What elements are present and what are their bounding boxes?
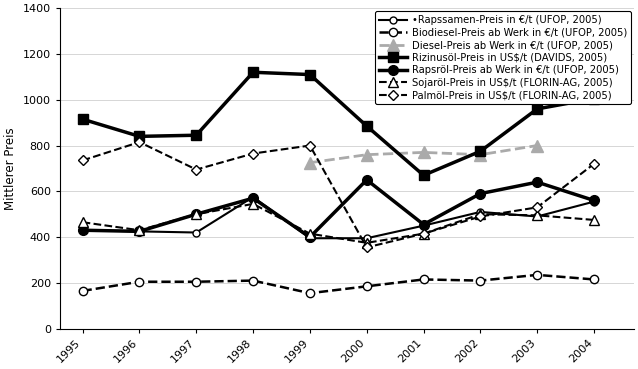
Y-axis label: Mittlerer Preis: Mittlerer Preis (4, 127, 17, 210)
•Rapssamen-Preis in €/t (UFOP, 2005) (249, 195, 257, 199)
Rapsröl-Preis ab Werk in €/t (UFOP, 2005) (533, 180, 541, 184)
Sojaröl-Preis in US$/t (FLORIN-AG, 2005) (78, 220, 86, 224)
•Rapssamen-Preis in €/t (UFOP, 2005) (136, 229, 144, 234)
•Rapssamen-Preis in €/t (UFOP, 2005) (193, 230, 200, 235)
Palmöl-Preis in US$/t (FLORIN-AG, 2005) (78, 158, 86, 163)
Rapsröl-Preis ab Werk in €/t (UFOP, 2005) (136, 229, 144, 234)
Palmöl-Preis in US$/t (FLORIN-AG, 2005) (249, 151, 257, 156)
Palmöl-Preis in US$/t (FLORIN-AG, 2005) (420, 231, 427, 236)
Sojaröl-Preis in US$/t (FLORIN-AG, 2005) (533, 213, 541, 218)
Line: Palmöl-Preis in US$/t (FLORIN-AG, 2005): Palmöl-Preis in US$/t (FLORIN-AG, 2005) (79, 139, 598, 251)
•Rapssamen-Preis in €/t (UFOP, 2005) (590, 199, 598, 204)
Rapsröl-Preis ab Werk in €/t (UFOP, 2005) (249, 196, 257, 200)
Rizinusöl-Preis in US$/t (DAVIDS, 2005) (193, 133, 200, 137)
Sojaröl-Preis in US$/t (FLORIN-AG, 2005) (420, 231, 427, 236)
Rizinusöl-Preis in US$/t (DAVIDS, 2005) (249, 70, 257, 75)
Sojaröl-Preis in US$/t (FLORIN-AG, 2005) (249, 202, 257, 206)
Line: Rizinusöl-Preis in US$/t (DAVIDS, 2005): Rizinusöl-Preis in US$/t (DAVIDS, 2005) (78, 68, 599, 180)
Sojaröl-Preis in US$/t (FLORIN-AG, 2005) (136, 228, 144, 232)
Rapsröl-Preis ab Werk in €/t (UFOP, 2005) (420, 222, 427, 227)
Biodiesel-Preis ab Werk in €/t (UFOP, 2005) (420, 277, 427, 282)
Biodiesel-Preis ab Werk in €/t (UFOP, 2005) (193, 280, 200, 284)
Palmöl-Preis in US$/t (FLORIN-AG, 2005) (193, 168, 200, 172)
Diesel-Preis ab Werk in €/t (UFOP, 2005) (477, 152, 484, 157)
•Rapssamen-Preis in €/t (UFOP, 2005) (363, 236, 371, 241)
Rapsröl-Preis ab Werk in €/t (UFOP, 2005) (193, 212, 200, 217)
Biodiesel-Preis ab Werk in €/t (UFOP, 2005) (533, 273, 541, 277)
Palmöl-Preis in US$/t (FLORIN-AG, 2005) (136, 140, 144, 144)
Sojaröl-Preis in US$/t (FLORIN-AG, 2005) (193, 212, 200, 217)
Line: •Rapssamen-Preis in €/t (UFOP, 2005): •Rapssamen-Preis in €/t (UFOP, 2005) (79, 194, 598, 242)
•Rapssamen-Preis in €/t (UFOP, 2005) (477, 210, 484, 214)
Biodiesel-Preis ab Werk in €/t (UFOP, 2005) (477, 278, 484, 283)
Palmöl-Preis in US$/t (FLORIN-AG, 2005) (533, 205, 541, 210)
Rapsröl-Preis ab Werk in €/t (UFOP, 2005) (306, 235, 314, 239)
Biodiesel-Preis ab Werk in €/t (UFOP, 2005) (136, 280, 144, 284)
Rizinusöl-Preis in US$/t (DAVIDS, 2005) (136, 134, 144, 139)
Biodiesel-Preis ab Werk in €/t (UFOP, 2005) (78, 289, 86, 293)
Rapsröl-Preis ab Werk in €/t (UFOP, 2005) (78, 228, 86, 232)
•Rapssamen-Preis in €/t (UFOP, 2005) (78, 228, 86, 232)
•Rapssamen-Preis in €/t (UFOP, 2005) (533, 214, 541, 219)
Palmöl-Preis in US$/t (FLORIN-AG, 2005) (590, 162, 598, 166)
Rizinusöl-Preis in US$/t (DAVIDS, 2005) (306, 72, 314, 77)
Biodiesel-Preis ab Werk in €/t (UFOP, 2005) (363, 284, 371, 289)
Diesel-Preis ab Werk in €/t (UFOP, 2005) (533, 143, 541, 148)
Rizinusöl-Preis in US$/t (DAVIDS, 2005) (590, 96, 598, 101)
Rizinusöl-Preis in US$/t (DAVIDS, 2005) (363, 124, 371, 128)
•Rapssamen-Preis in €/t (UFOP, 2005) (420, 224, 427, 228)
Rapsröl-Preis ab Werk in €/t (UFOP, 2005) (363, 177, 371, 182)
Diesel-Preis ab Werk in €/t (UFOP, 2005) (306, 161, 314, 165)
Legend: •Rapssamen-Preis in €/t (UFOP, 2005), Biodiesel-Preis ab Werk in €/t (UFOP, 2005: •Rapssamen-Preis in €/t (UFOP, 2005), Bi… (375, 11, 631, 104)
Rizinusöl-Preis in US$/t (DAVIDS, 2005) (533, 107, 541, 111)
Sojaröl-Preis in US$/t (FLORIN-AG, 2005) (590, 218, 598, 222)
Biodiesel-Preis ab Werk in €/t (UFOP, 2005) (590, 277, 598, 282)
Rapsröl-Preis ab Werk in €/t (UFOP, 2005) (477, 192, 484, 196)
Line: Sojaröl-Preis in US$/t (FLORIN-AG, 2005): Sojaröl-Preis in US$/t (FLORIN-AG, 2005) (78, 199, 599, 248)
•Rapssamen-Preis in €/t (UFOP, 2005) (306, 236, 314, 241)
Biodiesel-Preis ab Werk in €/t (UFOP, 2005) (306, 291, 314, 296)
Sojaröl-Preis in US$/t (FLORIN-AG, 2005) (363, 241, 371, 245)
Sojaröl-Preis in US$/t (FLORIN-AG, 2005) (477, 212, 484, 217)
Palmöl-Preis in US$/t (FLORIN-AG, 2005) (477, 214, 484, 219)
Line: Rapsröl-Preis ab Werk in €/t (UFOP, 2005): Rapsröl-Preis ab Werk in €/t (UFOP, 2005… (78, 175, 599, 242)
Rizinusöl-Preis in US$/t (DAVIDS, 2005) (78, 117, 86, 121)
Sojaröl-Preis in US$/t (FLORIN-AG, 2005) (306, 231, 314, 236)
Biodiesel-Preis ab Werk in €/t (UFOP, 2005) (249, 278, 257, 283)
Diesel-Preis ab Werk in €/t (UFOP, 2005) (363, 152, 371, 157)
Rizinusöl-Preis in US$/t (DAVIDS, 2005) (420, 173, 427, 177)
Rapsröl-Preis ab Werk in €/t (UFOP, 2005) (590, 198, 598, 203)
Line: Biodiesel-Preis ab Werk in €/t (UFOP, 2005): Biodiesel-Preis ab Werk in €/t (UFOP, 20… (78, 271, 598, 297)
Rizinusöl-Preis in US$/t (DAVIDS, 2005) (477, 149, 484, 154)
Palmöl-Preis in US$/t (FLORIN-AG, 2005) (363, 245, 371, 249)
Line: Diesel-Preis ab Werk in €/t (UFOP, 2005): Diesel-Preis ab Werk in €/t (UFOP, 2005) (304, 140, 543, 168)
Palmöl-Preis in US$/t (FLORIN-AG, 2005) (306, 143, 314, 148)
Diesel-Preis ab Werk in €/t (UFOP, 2005) (420, 150, 427, 155)
